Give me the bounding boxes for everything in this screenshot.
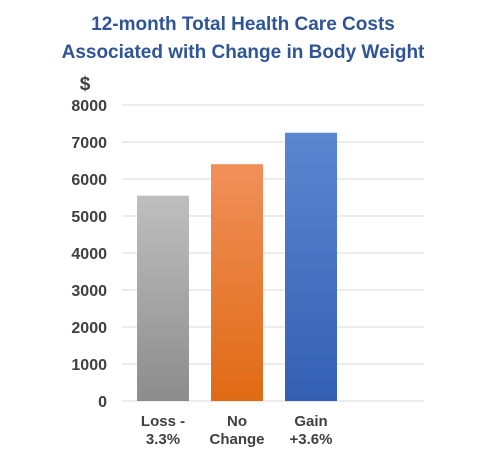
y-axis-ticks: 0 1000 2000 3000 4000 5000 6000 7000 8000 xyxy=(71,98,107,411)
y-tick-label: 6000 xyxy=(71,172,107,189)
y-tick-label: 2000 xyxy=(71,320,107,337)
y-axis-label: $ xyxy=(80,74,91,95)
bars xyxy=(137,132,337,401)
bar xyxy=(137,195,189,401)
y-tick-label: 3000 xyxy=(71,283,107,300)
y-tick-label: 8000 xyxy=(71,98,107,115)
x-category-label: No xyxy=(227,413,247,430)
x-category-label: Change xyxy=(209,431,264,448)
y-tick-label: 4000 xyxy=(71,246,107,263)
x-category-label: Loss - xyxy=(141,413,185,430)
chart-title-line-1: 12-month Total Health Care Costs xyxy=(91,14,395,35)
bar xyxy=(285,132,337,401)
y-tick-label: 0 xyxy=(98,394,107,411)
chart-title-line-2: Associated with Change in Body Weight xyxy=(62,42,425,63)
x-category-label: +3.6% xyxy=(290,431,333,448)
y-tick-label: 1000 xyxy=(71,357,107,374)
x-category-label: 3.3% xyxy=(146,431,180,448)
y-tick-label: 5000 xyxy=(71,209,107,226)
x-category-label: Gain xyxy=(294,413,327,430)
y-tick-label: 7000 xyxy=(71,135,107,152)
bar xyxy=(211,164,263,401)
